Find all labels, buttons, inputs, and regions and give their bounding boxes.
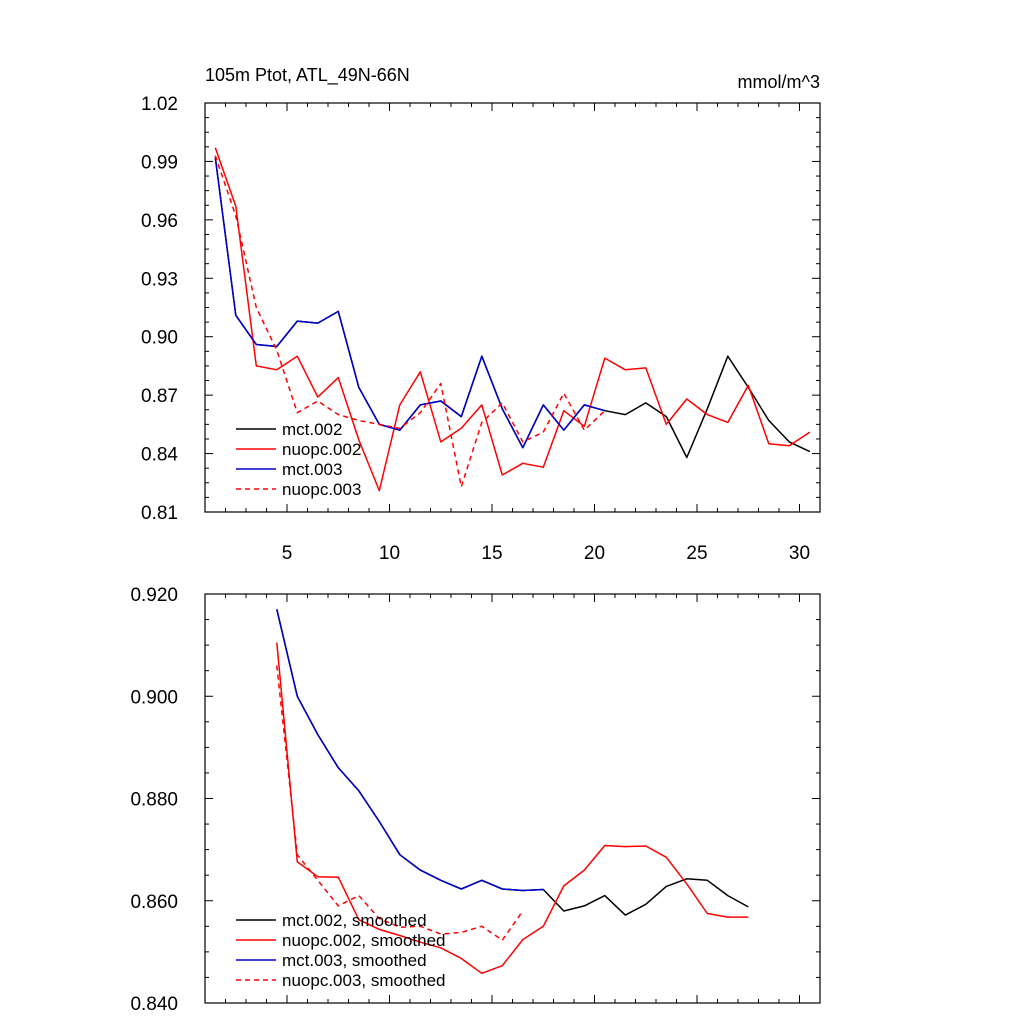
x-tick-label: 25: [686, 543, 707, 564]
legend-label: nuopc.002: [282, 440, 361, 459]
bottom-panel-smoothed-series: 0.840 0.860 0.880 0.900 0.920 mct.002, smooth…: [130, 585, 821, 1015]
y-tick-label: 0.96: [141, 211, 178, 232]
y-tick-label: 0.81: [141, 503, 178, 524]
series-line-nuopc-002: [214, 147, 811, 492]
y-tick-label: 0.99: [141, 152, 178, 173]
legend-label: mct.002, smoothed: [282, 911, 427, 930]
y-tick-label: 0.920: [130, 585, 178, 606]
series-line-nuopc-003-smoothed: [276, 665, 524, 941]
series-line-mct-003: [214, 157, 606, 449]
series-line-nuopc-003: [214, 155, 606, 488]
x-tick-label: 5: [282, 543, 293, 564]
y-tick-label: 0.93: [141, 269, 178, 290]
legend-label: mct.002: [282, 420, 342, 439]
y-tick-label: 1.02: [141, 94, 178, 115]
y-tick-label: 0.900: [130, 687, 178, 708]
y-tick-label: 0.860: [130, 892, 178, 913]
series-line-mct-003-smoothed: [276, 609, 544, 892]
x-tick-label: 30: [789, 543, 810, 564]
y-tick-label: 0.90: [141, 328, 178, 349]
x-tick-label: 20: [584, 543, 605, 564]
legend-label: nuopc.003: [282, 480, 361, 499]
y-tick-label: 0.87: [141, 386, 178, 407]
chart-title: 105m Ptot, ATL_49N-66N: [205, 65, 410, 86]
y-tick-label: 0.84: [141, 445, 178, 466]
series-line-mct-002-smoothed: [276, 609, 749, 916]
legend-label: nuopc.003, smoothed: [282, 971, 446, 990]
y-tick-label: 0.880: [130, 790, 178, 811]
units-label: mmol/m^3: [738, 72, 820, 92]
legend-label: nuopc.002, smoothed: [282, 931, 446, 950]
legend-label: mct.003: [282, 460, 342, 479]
series-line-nuopc-002-smoothed: [276, 642, 749, 975]
legend-label: mct.003, smoothed: [282, 951, 427, 970]
x-tick-label: 10: [379, 543, 400, 564]
top-panel-time-series: 5 10 15 20 25 30 0.81 0.84 0.87 0.90 0.93 0.96 0.99 1…: [141, 65, 821, 564]
y-tick-label: 0.840: [130, 994, 178, 1015]
series-line-mct-002: [214, 157, 811, 459]
x-tick-label: 15: [481, 543, 502, 564]
